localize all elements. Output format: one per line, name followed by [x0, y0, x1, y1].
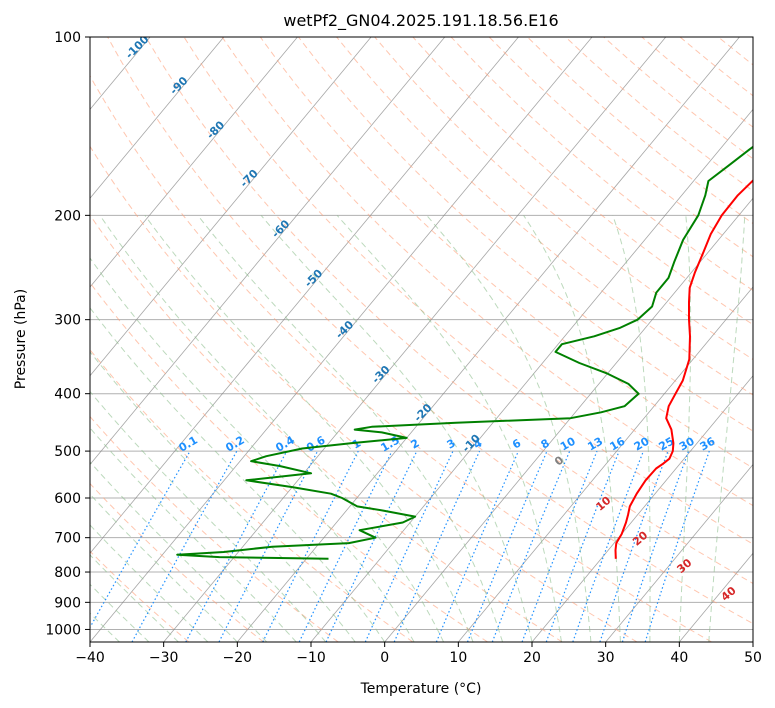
isotherm-line — [384, 197, 753, 642]
moist-adiabat-line — [523, 215, 621, 642]
isotherm-line — [457, 286, 753, 642]
x-tick-label: −10 — [296, 650, 326, 666]
moist-adiabat-line — [99, 215, 445, 642]
x-tick-label: 50 — [744, 650, 762, 666]
moist-adiabat-line — [336, 214, 562, 642]
y-tick-label: 500 — [54, 444, 81, 460]
mixing-ratio-line — [185, 450, 288, 642]
isotherm-line — [90, 37, 225, 199]
mixing-ratio-line — [545, 450, 620, 642]
moist-adiabat-line — [678, 215, 692, 642]
moist-adiabat-line — [90, 427, 297, 642]
dry-adiabat-line — [90, 348, 414, 642]
y-tick-label: 600 — [54, 491, 81, 507]
x-axis-label: Temperature (°C) — [360, 681, 482, 697]
dry-adiabat-line — [374, 37, 753, 361]
moist-adiabat-line — [90, 390, 327, 642]
y-tick-label: 100 — [54, 30, 81, 46]
dry-adiabat-line — [90, 74, 712, 642]
y-tick-label: 1000 — [45, 622, 81, 638]
moist-adiabat-line — [708, 215, 746, 642]
moist-adiabat-line — [90, 351, 356, 642]
mixing-ratio-line — [393, 450, 481, 642]
moist-adiabat-line — [90, 583, 150, 642]
x-tick-label: −40 — [75, 650, 105, 666]
mixing-ratio-line — [466, 450, 548, 642]
mixing-ratio-line — [572, 450, 644, 642]
dry-adiabat-line — [336, 37, 753, 396]
temperature-profile-line — [614, 179, 753, 559]
moist-adiabat-line — [90, 524, 209, 642]
moist-adiabat-line — [612, 215, 651, 642]
x-tick-label: 30 — [597, 650, 615, 666]
mixing-ratio-line — [131, 450, 238, 642]
moist-adiabat-line — [90, 493, 238, 642]
mixing-ratio-line — [644, 450, 710, 642]
isotherm-line — [90, 37, 593, 642]
y-tick-label: 700 — [54, 531, 81, 547]
x-tick-label: −20 — [223, 650, 253, 666]
isotherm-line — [90, 37, 519, 554]
mixing-ratio-line — [491, 450, 571, 642]
isotherm-line — [531, 375, 753, 642]
mixing-ratio-line — [521, 450, 598, 642]
dry-adiabat-line — [412, 37, 753, 326]
axes: −40 −30 −20 −10 0 10 20 30 40 50 100 200 300 400 500 60… — [45, 30, 762, 666]
y-tick-label: 800 — [54, 565, 81, 581]
isotherm-line — [163, 37, 667, 642]
y-tick-label: 400 — [54, 387, 81, 403]
moist-adiabat-line — [90, 257, 415, 642]
mixing-ratio-line — [262, 450, 359, 642]
y-axis-label: Pressure (hPa) — [13, 289, 29, 389]
dewpoint-profile-line — [176, 145, 753, 560]
x-tick-label: 20 — [523, 650, 541, 666]
dry-adiabat-line — [90, 482, 264, 642]
moist-adiabat-line — [197, 214, 503, 642]
isotherm-line — [90, 37, 446, 466]
y-tick-label: 200 — [54, 208, 81, 224]
isotherm-line — [90, 37, 372, 377]
y-tick-label: 300 — [54, 313, 81, 329]
x-tick-label: 10 — [449, 650, 467, 666]
mixing-ratio-line — [435, 450, 519, 642]
x-tick-label: 0 — [380, 650, 389, 666]
moist-adiabat-line — [90, 307, 386, 642]
moist-adiabat-line — [426, 214, 592, 642]
mixing-ratio-line — [621, 450, 690, 642]
dry-adiabat-line — [90, 550, 190, 642]
isotherm-line — [605, 463, 753, 642]
mixing-ratio-line — [599, 450, 669, 642]
chart-title: wetPf2_GN04.2025.191.18.56.E16 — [283, 11, 558, 31]
x-tick-label: 40 — [670, 650, 688, 666]
moist-adiabat-line — [90, 554, 179, 642]
plot-frame — [89, 36, 754, 643]
moist-adiabat-line — [90, 461, 268, 642]
plot-area: 0.1 0.2 0.4 0.6 1 1.5 2 3 4 6 8 10 13 16 20 25 30 36-100-… — [90, 37, 753, 642]
isotherm-line — [236, 37, 740, 642]
dry-adiabat-line — [90, 145, 638, 642]
y-tick-label: 900 — [54, 595, 81, 611]
dry-adiabat-line — [90, 281, 488, 642]
moist-adiabat-line — [260, 214, 533, 642]
isotherm-line — [90, 37, 298, 288]
moist-adiabat-line — [144, 215, 474, 642]
x-tick-label: −30 — [149, 650, 179, 666]
